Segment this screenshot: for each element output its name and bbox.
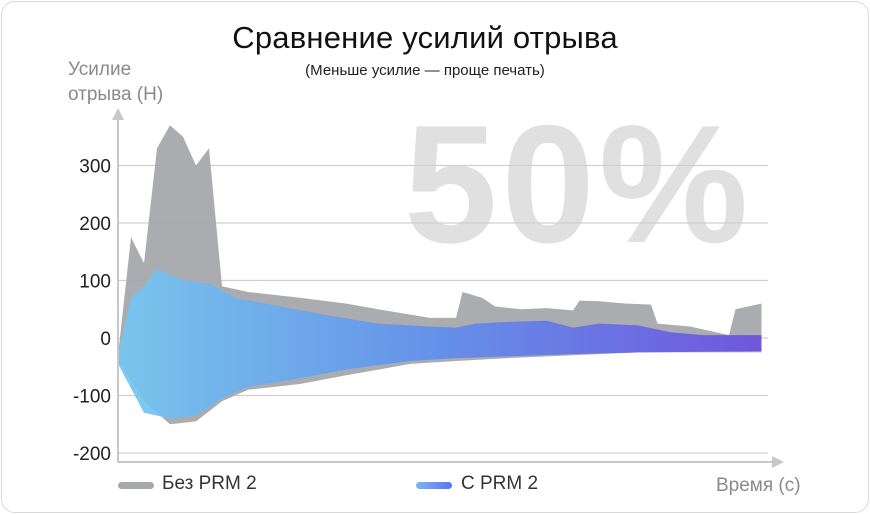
chart-subtitle: (Меньше усилие — проще печать) xyxy=(305,62,545,79)
y-axis-label-line1: Усилие xyxy=(68,59,132,80)
legend-swatch-with-prm2 xyxy=(416,482,452,489)
legend-swatch-without-prm2 xyxy=(118,482,154,489)
series-areas xyxy=(118,125,762,425)
axes xyxy=(112,108,784,468)
legend-label-with-prm2: С PRM 2 xyxy=(461,473,539,494)
x-axis-label: Время (с) xyxy=(716,475,801,496)
y-axis-label: Усилие отрыва (Н) xyxy=(68,57,163,107)
y-axis-label-line2: отрыва (Н) xyxy=(68,84,164,105)
y-tick-label: -100 xyxy=(73,387,111,408)
y-axis-arrow xyxy=(112,108,124,120)
y-tick-label: -200 xyxy=(73,444,111,465)
y-tick-label: 0 xyxy=(100,329,111,350)
chart-title: Сравнение усилий отрыва xyxy=(232,20,618,55)
legend-label-without-prm2: Без PRM 2 xyxy=(162,473,257,494)
y-tick-label: 100 xyxy=(79,272,111,293)
watermark-percentage: 50% xyxy=(404,90,753,278)
y-tick-label: 300 xyxy=(79,157,111,178)
series-area-with-prm2 xyxy=(118,269,762,419)
y-tick-labels: 300 200 100 0 -100 -200 xyxy=(73,157,111,466)
y-tick-label: 200 xyxy=(79,214,111,235)
x-axis-arrow xyxy=(772,456,784,468)
